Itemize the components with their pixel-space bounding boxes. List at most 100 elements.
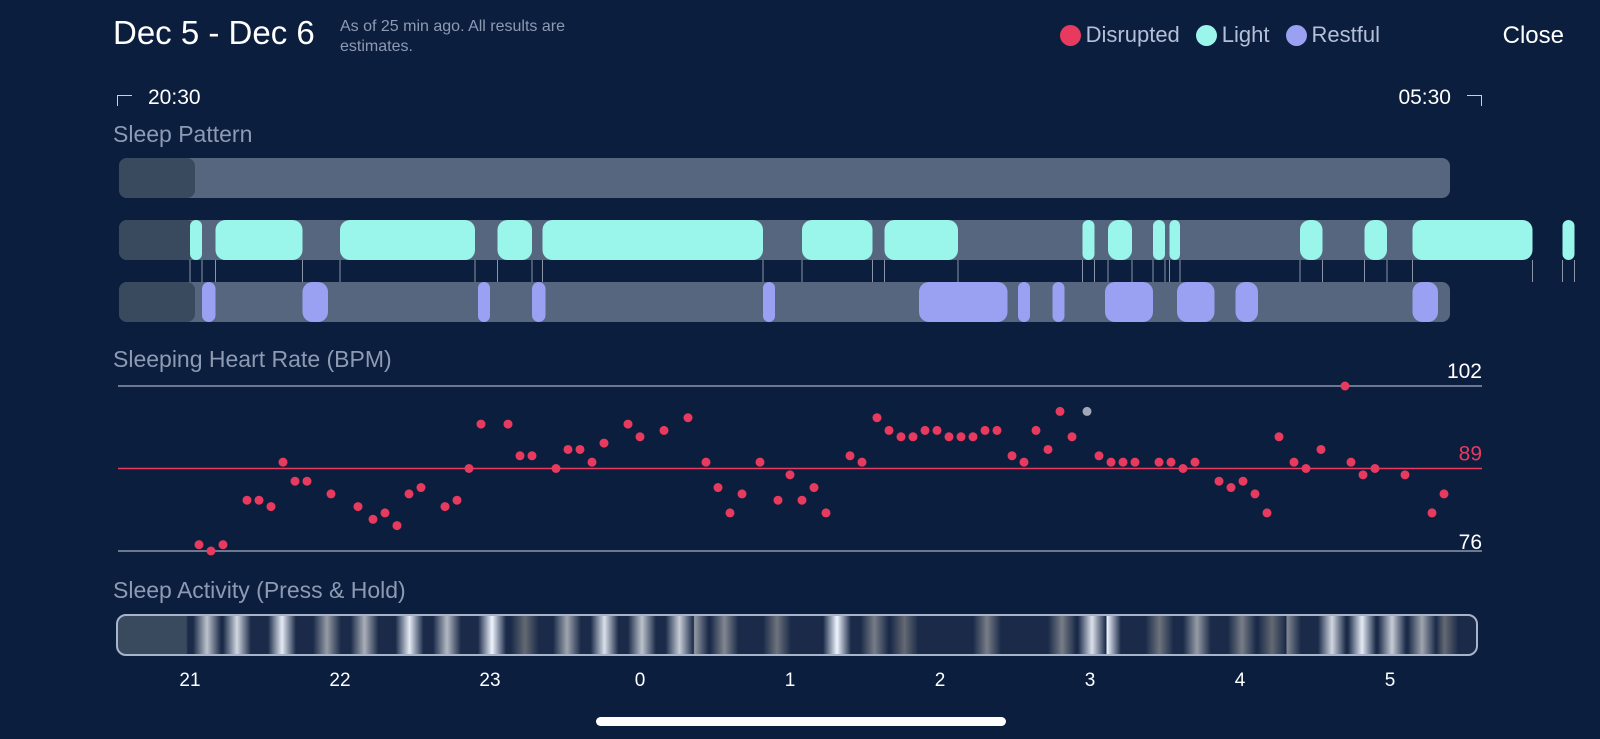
x-tick: 5	[1384, 670, 1396, 691]
hr-point-max	[1340, 381, 1350, 391]
hr-point	[353, 502, 363, 512]
hr-point	[725, 508, 735, 518]
hr-point	[968, 432, 978, 442]
home-indicator[interactable]	[596, 717, 1006, 726]
sleep-pattern-chart[interactable]	[0, 150, 1600, 335]
hr-point	[551, 464, 561, 473]
hr-point	[1346, 457, 1356, 467]
hr-point	[278, 457, 288, 467]
hr-point	[194, 540, 204, 550]
pattern-empty-restful	[119, 282, 195, 322]
light-segment	[1562, 220, 1575, 260]
light-segment	[1169, 220, 1180, 260]
hr-point	[785, 470, 795, 480]
hr-point	[659, 425, 669, 435]
hr-point	[1250, 489, 1260, 499]
hr-point	[1238, 476, 1248, 486]
light-dot-icon	[1195, 24, 1217, 46]
pattern-empty-light	[119, 220, 195, 260]
restful-dot-icon	[1285, 24, 1307, 46]
x-tick: 22	[329, 670, 351, 691]
min-hr-label: 76	[1459, 531, 1482, 554]
hr-point	[737, 489, 747, 499]
sleep-activity-title: Sleep Activity (Press & Hold)	[113, 577, 406, 603]
light-segment	[1153, 220, 1165, 260]
light-segment	[340, 220, 475, 260]
hr-point	[254, 495, 264, 505]
hr-point	[440, 502, 450, 512]
bracket-right-icon	[1467, 94, 1482, 106]
restful-segment	[302, 282, 328, 322]
restful-segment	[1235, 282, 1258, 322]
start-time-label: 20:30	[148, 86, 201, 109]
hr-point	[527, 451, 537, 461]
hr-point	[980, 425, 990, 435]
sleep-activity-bar[interactable]	[116, 614, 1478, 656]
hr-point	[206, 546, 216, 556]
light-segment	[1082, 220, 1095, 260]
legend-item-light: Light	[1195, 22, 1270, 48]
hr-point	[821, 508, 831, 518]
x-tick: 2	[934, 670, 946, 691]
hr-point	[1370, 464, 1380, 473]
legend-label-restful: Restful	[1311, 22, 1380, 47]
hr-point	[1067, 432, 1077, 442]
hr-point	[920, 425, 930, 435]
x-tick: 23	[479, 670, 501, 691]
hr-point	[845, 451, 855, 461]
legend-item-disrupted: Disrupted	[1059, 22, 1180, 48]
hr-point	[1427, 508, 1437, 518]
legend-label-disrupted: Disrupted	[1085, 22, 1180, 47]
x-tick: 0	[634, 670, 646, 691]
hr-point	[908, 432, 918, 442]
hr-point	[587, 457, 597, 467]
light-segment	[215, 220, 303, 260]
hr-point	[1130, 457, 1140, 467]
hr-point	[713, 483, 723, 493]
hr-point	[773, 495, 783, 505]
hr-point	[1007, 451, 1017, 461]
hr-point	[1094, 451, 1104, 461]
hr-point	[755, 457, 765, 467]
heart-rate-chart[interactable]: 102 89 76	[0, 355, 1600, 565]
light-segment	[542, 220, 763, 260]
start-time: 20:30	[117, 86, 201, 110]
light-segment	[190, 220, 202, 260]
hr-point	[218, 540, 228, 550]
hr-point	[872, 413, 882, 423]
hr-point	[503, 419, 513, 429]
hr-point	[599, 438, 609, 448]
light-segment	[1412, 220, 1533, 260]
hr-point	[575, 444, 585, 454]
hr-point	[623, 419, 633, 429]
hr-point	[701, 457, 711, 467]
hr-point	[1262, 508, 1272, 518]
end-time-label: 05:30	[1398, 86, 1451, 109]
pattern-empty-disrupted	[119, 158, 195, 198]
restful-segment	[478, 282, 490, 322]
hr-point	[1400, 470, 1410, 480]
hr-point	[797, 495, 807, 505]
hr-point	[404, 489, 414, 499]
hr-point	[1019, 457, 1029, 467]
hr-point	[266, 502, 276, 512]
hr-point	[1274, 432, 1284, 442]
restful-segment	[1177, 282, 1215, 322]
hr-point	[809, 483, 819, 493]
hr-point	[302, 476, 312, 486]
hr-point	[1439, 489, 1449, 499]
light-segment	[1108, 220, 1132, 260]
x-tick: 4	[1234, 670, 1246, 691]
hr-point	[857, 457, 867, 467]
pattern-track-light	[119, 220, 1450, 260]
hr-point	[515, 451, 525, 461]
light-segment	[1300, 220, 1323, 260]
hr-point	[1190, 457, 1200, 467]
close-button[interactable]: Close	[1502, 22, 1564, 49]
hr-point	[1178, 464, 1188, 473]
light-segment	[884, 220, 958, 260]
hr-point	[380, 508, 390, 518]
light-segment	[802, 220, 873, 260]
hr-point	[1301, 464, 1311, 473]
hr-point	[1289, 457, 1299, 467]
